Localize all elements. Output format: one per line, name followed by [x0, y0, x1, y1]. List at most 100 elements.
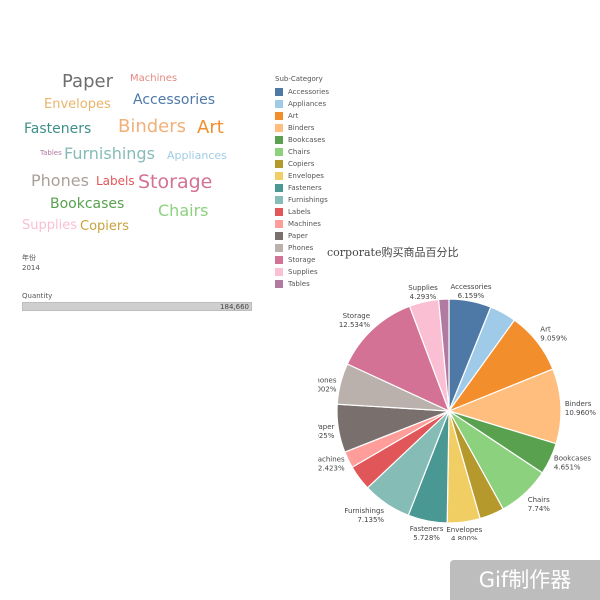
slice-name-label: Machines — [318, 456, 345, 464]
legend-label: Supplies — [288, 268, 318, 276]
quantity-slider-fill — [23, 303, 251, 310]
year-label: 年份 — [22, 254, 36, 262]
legend-label: Labels — [288, 208, 311, 216]
legend-swatch — [275, 232, 283, 240]
pie-slice-binders[interactable] — [447, 368, 562, 445]
legend-label: Phones — [288, 244, 314, 252]
pie-slice-tables[interactable] — [437, 298, 450, 412]
legend-item[interactable]: Bookcases — [275, 134, 329, 146]
wordcloud-word[interactable]: Appliances — [167, 149, 227, 162]
slice-name-label: Storage — [343, 312, 370, 320]
wordcloud-word[interactable]: Bookcases — [50, 196, 125, 212]
slice-name-label: Furnishings — [344, 507, 384, 515]
wordcloud-word[interactable]: Art — [197, 117, 224, 138]
slice-percent-label: 7.74% — [528, 505, 551, 513]
legend-item[interactable]: Accessories — [275, 86, 329, 98]
quantity-label: Quantity — [22, 292, 53, 300]
slice-percent-label: 6.002% — [318, 386, 337, 394]
legend-item[interactable]: Furnishings — [275, 194, 329, 206]
legend-swatch — [275, 100, 283, 108]
legend-item[interactable]: Supplies — [275, 266, 329, 278]
wordcloud-word[interactable]: Machines — [130, 73, 178, 84]
slice-percent-label: 9.059% — [540, 334, 567, 342]
legend-label: Binders — [288, 124, 315, 132]
wordcloud-word[interactable]: Supplies — [22, 218, 77, 233]
legend-swatch — [275, 208, 283, 216]
legend-swatch — [275, 136, 283, 144]
legend-item[interactable]: Storage — [275, 254, 329, 266]
legend-swatch — [275, 280, 283, 288]
slice-name-label: Bookcases — [554, 455, 592, 463]
legend-item[interactable]: Fasteners — [275, 182, 329, 194]
legend-label: Copiers — [288, 160, 315, 168]
slice-percent-label: 6.159% — [458, 292, 485, 300]
legend-label: Envelopes — [288, 172, 324, 180]
pie-slice-storage[interactable] — [346, 305, 451, 413]
slice-name-label: Supplies — [408, 284, 438, 292]
word-cloud: Paper Machines Envelopes Accessories Fas… — [0, 60, 260, 250]
slice-name-label: Accessories — [450, 283, 491, 291]
slice-percent-label: 4.651% — [554, 464, 581, 472]
legend-item[interactable]: Chairs — [275, 146, 329, 158]
legend-swatch — [275, 148, 283, 156]
wordcloud-word[interactable]: Phones — [31, 171, 89, 190]
slice-percent-label: 4.800% — [451, 535, 478, 540]
wordcloud-word[interactable]: Paper — [62, 71, 113, 92]
slice-percent-label: 10.960% — [565, 409, 596, 417]
slice-name-label: Art — [540, 325, 551, 333]
wordcloud-word[interactable]: Labels — [96, 174, 135, 188]
legend-label: Chairs — [288, 148, 311, 156]
legend-label: Tables — [288, 280, 310, 288]
slice-percent-label: 5.728% — [413, 534, 440, 540]
wordcloud-word[interactable]: Binders — [118, 116, 187, 137]
legend-item[interactable]: Tables — [275, 278, 329, 290]
legend-item[interactable]: Art — [275, 110, 329, 122]
legend-label: Furnishings — [288, 196, 328, 204]
slice-name-label: Fasteners — [410, 525, 444, 533]
legend-item[interactable]: Copiers — [275, 158, 329, 170]
wordcloud-word[interactable]: Storage — [138, 171, 213, 193]
slice-percent-label: 7.135% — [357, 516, 384, 524]
slice-name-label: Binders — [565, 400, 592, 408]
legend-swatch — [275, 256, 283, 264]
legend-item[interactable]: Phones — [275, 242, 329, 254]
legend-swatch — [275, 196, 283, 204]
wordcloud-word[interactable]: Copiers — [80, 219, 130, 234]
year-filter[interactable]: 年份 2014 — [22, 253, 40, 273]
legend-swatch — [275, 88, 283, 96]
wordcloud-word[interactable]: Furnishings — [64, 144, 155, 163]
legend-swatch — [275, 220, 283, 228]
legend-swatch — [275, 124, 283, 132]
wordcloud-word[interactable]: Tables — [40, 149, 62, 157]
slice-name-label: Paper — [318, 423, 335, 431]
legend-title: Sub-Category — [275, 75, 323, 83]
legend-item[interactable]: Paper — [275, 230, 329, 242]
legend-swatch — [275, 160, 283, 168]
wordcloud-word[interactable]: Chairs — [158, 201, 209, 220]
legend-swatch — [275, 268, 283, 276]
legend: Sub-Category Accessories Appliances Art Bin… — [275, 75, 329, 290]
quantity-filter: Quantity 184,660 — [22, 292, 254, 311]
slice-name-label: Envelopes — [446, 526, 482, 534]
slice-percent-label: 4.293% — [410, 293, 437, 301]
wordcloud-word[interactable]: Accessories — [133, 92, 216, 108]
legend-item[interactable]: Machines — [275, 218, 329, 230]
legend-item[interactable]: Binders — [275, 122, 329, 134]
legend-label: Machines — [288, 220, 321, 228]
quantity-slider[interactable]: 184,660 — [22, 302, 252, 311]
wordcloud-word[interactable]: Envelopes — [44, 97, 111, 112]
legend-item[interactable]: Envelopes — [275, 170, 329, 182]
year-value: 2014 — [22, 264, 40, 272]
legend-swatch — [275, 172, 283, 180]
slice-name-label: Chairs — [528, 496, 550, 504]
legend-swatch — [275, 112, 283, 120]
legend-item[interactable]: Labels — [275, 206, 329, 218]
watermark-badge: Gif制作器 — [450, 560, 600, 600]
quantity-value: 184,660 — [220, 303, 249, 311]
legend-label: Fasteners — [288, 184, 322, 192]
legend-label: Paper — [288, 232, 308, 240]
legend-item[interactable]: Appliances — [275, 98, 329, 110]
legend-items: Accessories Appliances Art Binders Bookcases… — [275, 86, 329, 290]
wordcloud-word[interactable]: Fasteners — [24, 121, 92, 137]
